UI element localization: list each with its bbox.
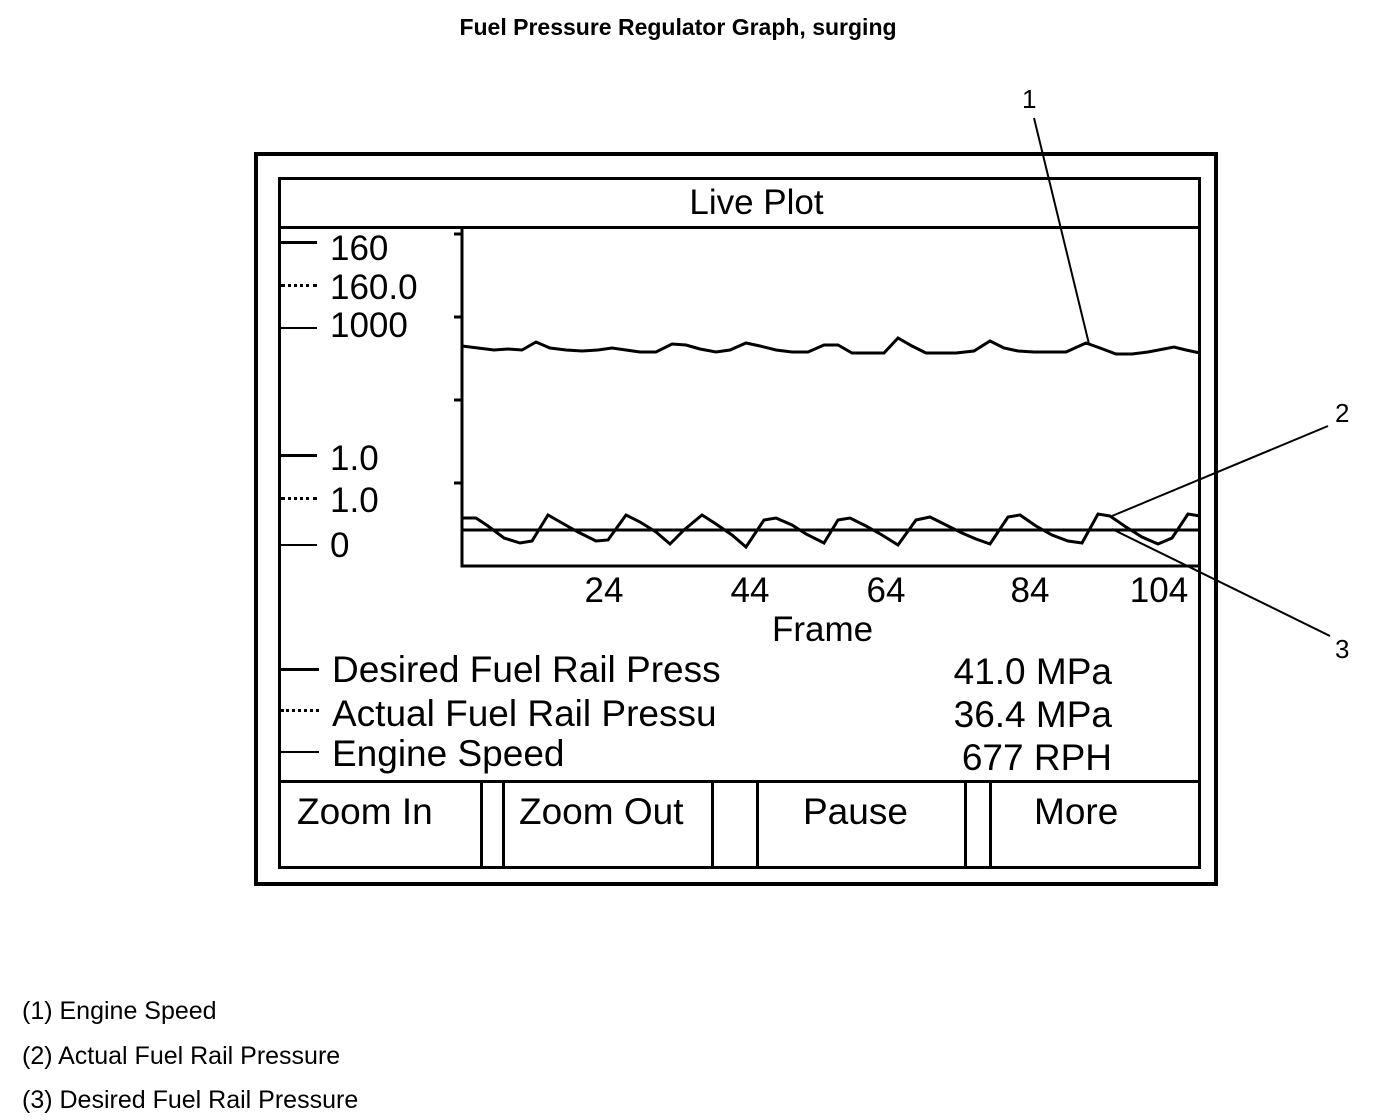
page-title: Fuel Pressure Regulator Graph, surging — [459, 14, 897, 40]
y-label-actual-max: 160.0 — [330, 268, 418, 307]
legend-name-actual: Actual Fuel Rail Pressu — [332, 693, 717, 734]
legend-name-speed: Engine Speed — [332, 733, 565, 774]
pause-button[interactable]: Pause — [756, 780, 967, 869]
x-tick-label: 24 — [584, 571, 624, 610]
x-axis-label: Frame — [772, 610, 874, 649]
x-tick-label: 84 — [1010, 571, 1050, 610]
zoom-out-button[interactable]: Zoom Out — [502, 780, 714, 869]
y-label-zero: 0 — [330, 526, 350, 565]
y-key-line-actual — [281, 284, 317, 287]
y-key-line-desired — [281, 241, 317, 244]
x-tick-label: 104 — [1129, 571, 1189, 610]
legend-value-desired: 41.0 MPa — [953, 651, 1112, 692]
caption-desired-pressure: (3) Desired Fuel Rail Pressure — [22, 1086, 359, 1114]
callout-1-number: 1 — [1022, 84, 1037, 114]
legend-key-desired — [281, 668, 319, 671]
scan-tool-frame — [254, 152, 1218, 886]
callout-1-leader — [1033, 117, 1090, 345]
screen-title: Live Plot — [281, 180, 1198, 229]
y-key-line-speed-min — [281, 544, 317, 546]
legend-value-actual: 36.4 MPa — [953, 694, 1112, 735]
y-label-desired-max: 160 — [330, 229, 389, 268]
zoom-in-button[interactable]: Zoom In — [278, 780, 483, 869]
legend-key-actual — [281, 709, 319, 712]
y-label-speed-max: 1000 — [330, 306, 408, 345]
actual-pressure-trace — [462, 512, 1201, 550]
y-key-line-actual-min — [281, 497, 317, 500]
button-row-divider — [278, 780, 1201, 783]
callout-3-leader — [1111, 528, 1331, 637]
y-key-line-desired-min — [281, 454, 317, 457]
plot-axis-frame — [460, 226, 1200, 568]
y-key-line-speed — [281, 327, 317, 329]
callout-2-number: 2 — [1335, 398, 1350, 428]
callout-2-leader — [1111, 425, 1329, 517]
x-tick-label: 64 — [866, 571, 906, 610]
y-label-desired-mid: 1.0 — [330, 439, 379, 478]
more-button[interactable]: More — [989, 780, 1201, 869]
callout-3-number: 3 — [1335, 634, 1350, 664]
plot-axes — [454, 226, 1200, 568]
legend-value-speed: 677 RPH — [961, 737, 1112, 778]
legend-name-desired: Desired Fuel Rail Press — [332, 649, 721, 690]
x-tick-label: 44 — [730, 571, 770, 610]
y-label-actual-mid: 1.0 — [330, 481, 379, 520]
engine-speed-trace — [461, 336, 1201, 356]
caption-actual-pressure: (2) Actual Fuel Rail Pressure — [22, 1042, 341, 1070]
live-plot-screen: Live Plot — [278, 177, 1201, 869]
caption-engine-speed: (1) Engine Speed — [22, 997, 217, 1025]
legend-key-speed — [281, 751, 319, 753]
